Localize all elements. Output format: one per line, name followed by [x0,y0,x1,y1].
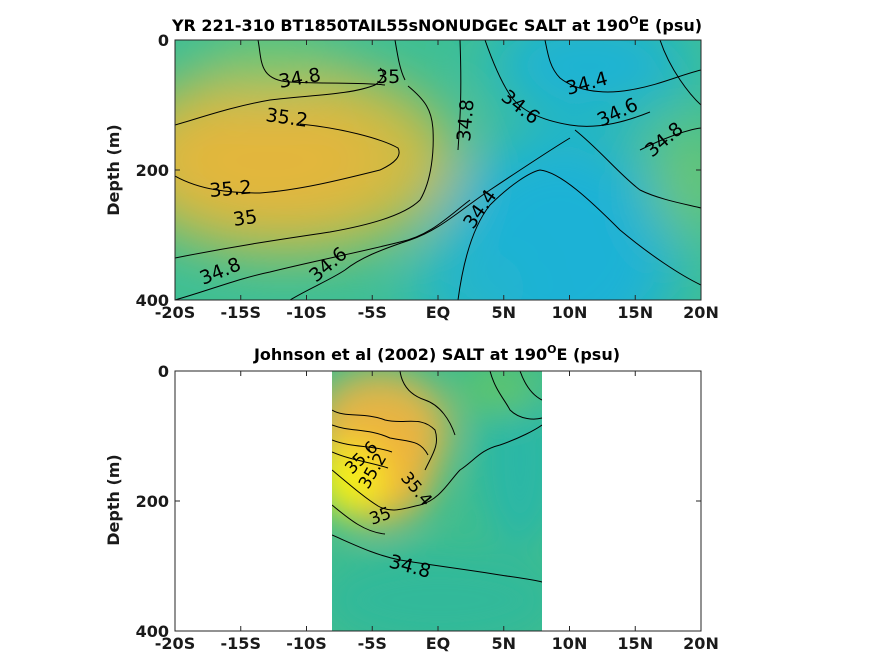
bottom-panel: Johnson et al (2002) SALT at 190OE (psu) [104,343,719,653]
x-tick-label: -20S [155,303,195,322]
contour-label: 35.2 [209,176,253,202]
x-tick-label: 20N [683,634,719,653]
top-panel-title: YR 221-310 BT1850TAIL55sNONUDGEc SALT at… [171,14,702,35]
contour-label: 34.8 [453,98,479,142]
contour-label: 35 [376,66,400,88]
y-tick-label: 200 [136,161,169,180]
y-tick-label: 400 [136,291,169,310]
y-tick-label: 400 [136,622,169,641]
x-tick-label: 15N [617,303,653,322]
bottom-y-axis-label: Depth (m) [104,454,123,546]
y-tick-label: 0 [158,31,169,50]
x-tick-label: EQ [426,303,451,322]
x-tick-label: 20N [683,303,719,322]
contour-label: 35 [232,206,259,231]
top-panel: YR 221-310 BT1850TAIL55sNONUDGEc SALT at… [104,14,719,322]
x-tick-label: 10N [552,634,588,653]
x-tick-label: 10N [552,303,588,322]
x-tick-label: 15N [617,634,653,653]
top-axis-ticks: -20S -15S -10S -5S EQ 5N 10N 15N 20N 0 200 400 [136,31,719,322]
bottom-salinity-field [332,371,542,631]
x-tick-label: -5S [358,303,387,322]
bottom-contour-lines [332,371,542,583]
top-salinity-field [175,40,701,300]
x-tick-label: -10S [286,303,326,322]
top-y-axis-label: Depth (m) [104,124,123,216]
y-tick-label: 0 [158,362,169,381]
bottom-axis-ticks: -20S -15S -10S -5S EQ 5N 10N 15N 20N 0 200 400 [136,362,719,653]
x-tick-label: -15S [221,634,261,653]
x-tick-label: -15S [221,303,261,322]
x-tick-label: EQ [426,634,451,653]
x-tick-label: 5N [491,303,516,322]
x-tick-label: -10S [286,634,326,653]
top-contour-lines [175,40,701,300]
y-tick-label: 200 [136,492,169,511]
x-tick-label: 5N [491,634,516,653]
x-tick-label: -20S [155,634,195,653]
bottom-panel-title: Johnson et al (2002) SALT at 190OE (psu) [253,343,620,364]
x-tick-label: -5S [358,634,387,653]
